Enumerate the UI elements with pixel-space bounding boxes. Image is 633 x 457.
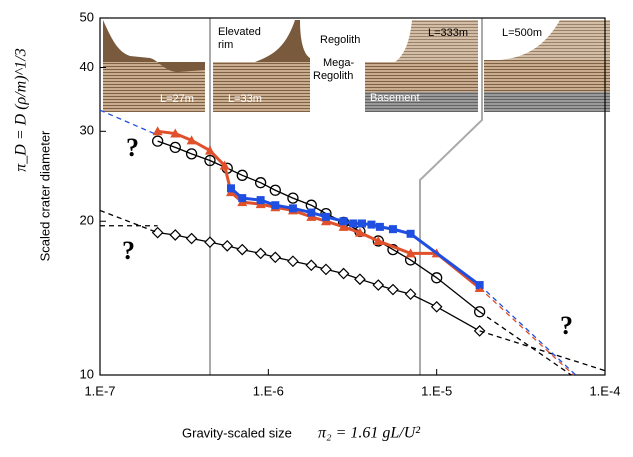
marker	[406, 229, 415, 238]
annotation: L=33m	[228, 93, 262, 105]
marker	[256, 196, 265, 205]
annotation: Regolith	[313, 70, 353, 82]
fit-line	[479, 330, 606, 372]
annotation: ?	[126, 133, 139, 162]
marker	[405, 248, 416, 258]
y-tick-label: 50	[80, 9, 94, 24]
marker	[387, 283, 399, 296]
marker	[430, 300, 443, 313]
marker	[226, 184, 235, 193]
marker	[185, 148, 198, 160]
y-tick-label: 30	[80, 123, 94, 138]
marker	[269, 184, 281, 196]
marker	[169, 229, 182, 241]
annotation: rim	[218, 39, 233, 51]
x-tick-label: 1.E-5	[421, 383, 452, 398]
marker	[288, 204, 297, 213]
marker	[238, 194, 247, 203]
x-axis-label: Gravity-scaled size	[182, 425, 292, 440]
annotation: L=333m	[428, 27, 468, 39]
plot-frame	[99, 17, 606, 376]
series-line	[157, 140, 481, 313]
fit-line	[479, 284, 577, 376]
series-line	[157, 129, 481, 290]
fit-line	[99, 209, 158, 234]
marker	[169, 141, 181, 154]
marker	[287, 255, 299, 268]
fit-line	[479, 311, 572, 376]
marker	[337, 267, 350, 280]
marker	[152, 126, 163, 136]
annotation: ?	[122, 236, 135, 265]
marker	[375, 222, 384, 231]
marker	[320, 263, 332, 276]
marker	[307, 208, 316, 217]
annotation: ?	[560, 311, 573, 340]
connector	[209, 18, 483, 375]
marker	[254, 177, 267, 189]
marker	[349, 219, 358, 228]
marker	[357, 219, 366, 228]
y-tick-label: 20	[80, 213, 94, 228]
marker	[388, 225, 397, 234]
annotation: L=27m	[160, 93, 194, 105]
marker	[339, 217, 348, 226]
marker	[204, 145, 215, 155]
annotation: Elevated	[218, 26, 261, 38]
x-tick-label: 1.E-6	[253, 383, 284, 398]
marker	[151, 226, 164, 239]
x-tick-label: 1.E-7	[84, 383, 115, 398]
fit-line	[479, 287, 574, 376]
marker	[404, 288, 417, 300]
marker	[204, 154, 216, 167]
marker	[219, 160, 230, 170]
marker	[321, 212, 330, 221]
series-line	[230, 187, 481, 287]
marker	[354, 273, 366, 286]
marker	[287, 192, 299, 204]
marker	[254, 247, 267, 260]
x-axis-formula: π₂ = 1.61 gL/U²	[318, 425, 421, 442]
marker	[185, 232, 198, 245]
y-tick-label: 10	[80, 366, 94, 381]
annotation: Basement	[370, 92, 420, 104]
marker	[305, 259, 318, 272]
marker	[271, 201, 280, 210]
marker	[473, 306, 486, 318]
fit-line	[99, 109, 158, 136]
y-axis-label: Scaled crater diameter	[37, 130, 52, 261]
marker	[354, 227, 365, 237]
plot-area: 10 20 30 40 50 1.E-7 1.E-6 1.E-5 1.E-4	[80, 9, 621, 398]
marker	[236, 243, 249, 256]
marker	[338, 221, 349, 231]
marker	[431, 272, 443, 284]
y-tick-label: 40	[80, 59, 94, 74]
marker	[269, 251, 282, 264]
inset-panels	[103, 20, 610, 112]
marker	[151, 135, 164, 147]
marker	[367, 220, 376, 229]
marker	[186, 135, 197, 145]
annotation: Mega-	[323, 57, 355, 69]
annotation: L=500m	[502, 27, 542, 39]
marker	[372, 279, 385, 291]
y-axis-formula: π_D = D (ρ/m)^1/3	[13, 48, 30, 171]
marker	[170, 128, 181, 138]
marker	[236, 169, 248, 181]
annotation: Regolith	[320, 34, 360, 46]
marker	[204, 236, 216, 249]
x-tick-label: 1.E-4	[589, 383, 620, 398]
marker	[373, 235, 384, 245]
marker	[221, 240, 234, 252]
